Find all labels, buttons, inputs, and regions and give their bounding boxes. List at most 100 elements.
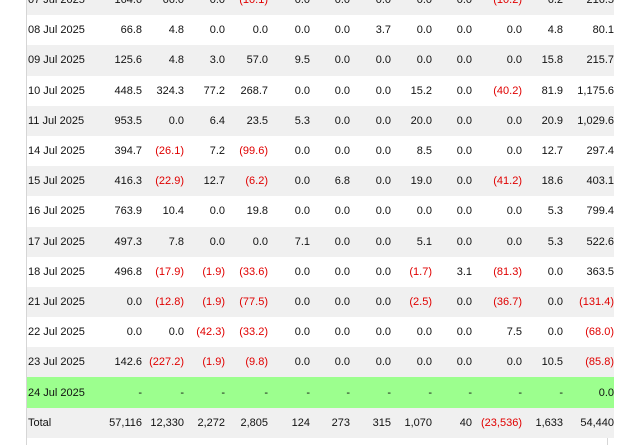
cell-value: (42.3) bbox=[184, 317, 225, 348]
cell-value: 0.0 bbox=[432, 15, 472, 46]
cell-value: 0.0 bbox=[268, 75, 310, 106]
cell-value: 0.0 bbox=[310, 347, 350, 378]
cell-value: 23.5 bbox=[225, 105, 268, 136]
cell-value: 6.4 bbox=[184, 105, 225, 136]
cell-value: 953.5 bbox=[92, 105, 142, 136]
cell-value: 5.3 bbox=[268, 105, 310, 136]
cell-value: 18.6 bbox=[522, 166, 563, 197]
cell-value: 0.0 bbox=[432, 286, 472, 318]
cell-value: 522.6 bbox=[563, 226, 614, 257]
cell-value: (227.2) bbox=[142, 347, 184, 378]
row-date: 21 Jul 2025 bbox=[27, 286, 92, 318]
cell-value: (26.1) bbox=[142, 135, 184, 167]
cell-value: 297.4 bbox=[563, 135, 614, 167]
cell-value: 0.0 bbox=[391, 196, 432, 227]
cell-value: 0.0 bbox=[268, 135, 310, 167]
cell-value: 0.0 bbox=[350, 286, 391, 318]
cell-value: 0.0 bbox=[310, 226, 350, 257]
cell-value: 0.0 bbox=[310, 75, 350, 106]
cell-value: (131.4) bbox=[563, 286, 614, 318]
table-row: 07 Jul 2025 164.6 66.0 0.0 (10.1) 0.0 0.0 0.0 0.… bbox=[27, 0, 614, 16]
cell-value: 0.0 bbox=[268, 347, 310, 378]
total-row: Total 57,116 12,330 2,272 2,805 124 273 315 1,07… bbox=[27, 407, 614, 438]
row-date: 07 Jul 2025 bbox=[27, 0, 92, 16]
cell-value: 3.1 bbox=[432, 256, 472, 287]
cell-value: 0.0 bbox=[432, 317, 472, 348]
cell-value: 416.3 bbox=[92, 166, 142, 197]
cell-value: 0.0 bbox=[472, 196, 522, 227]
cell-value: 0.0 bbox=[142, 105, 184, 136]
cell-value: - bbox=[472, 377, 522, 408]
cell-value: 0.0 bbox=[184, 15, 225, 46]
cell-value: 0.0 bbox=[350, 0, 391, 16]
cell-value: 0.0 bbox=[184, 0, 225, 16]
total-label: Total bbox=[27, 407, 92, 438]
cell-value: 0.0 bbox=[350, 196, 391, 227]
cell-value: 4.8 bbox=[142, 45, 184, 76]
cell-value: 164.6 bbox=[92, 0, 142, 16]
cell-value: - bbox=[350, 377, 391, 408]
cell-value: 0.0 bbox=[432, 45, 472, 76]
daily-flows-table: 07 Jul 2025 164.6 66.0 0.0 (10.1) 0.0 0.0 0.0 0.… bbox=[27, 0, 614, 438]
cell-value: 0.0 bbox=[92, 317, 142, 348]
table-row: 21 Jul 2025 0.0 (12.8) (1.9) (77.5) 0.0 0.0 0.0… bbox=[27, 286, 614, 318]
table-row: 22 Jul 2025 0.0 0.0 (42.3) (33.2) 0.0 0.0 0.0 0.… bbox=[27, 317, 614, 348]
cell-value: 0.0 bbox=[391, 0, 432, 16]
cell-value: (81.3) bbox=[472, 256, 522, 287]
cell-value: 5.3 bbox=[522, 226, 563, 257]
cell-value: (36.7) bbox=[472, 286, 522, 318]
cell-value: 2,805 bbox=[225, 407, 268, 438]
cell-value: 0.0 bbox=[310, 45, 350, 76]
cell-value: 0.0 bbox=[391, 45, 432, 76]
cell-value: 142.6 bbox=[92, 347, 142, 378]
cell-value: 0.0 bbox=[268, 196, 310, 227]
cell-value: (6.2) bbox=[225, 166, 268, 197]
cell-value: 57,116 bbox=[92, 407, 142, 438]
cell-value: 0.0 bbox=[310, 105, 350, 136]
cell-value: - bbox=[225, 377, 268, 408]
cell-value: 8.5 bbox=[391, 135, 432, 167]
row-date: 08 Jul 2025 bbox=[27, 15, 92, 46]
table-row: 23 Jul 2025 142.6 (227.2) (1.9) (9.8) 0.0 0.0 0… bbox=[27, 347, 614, 378]
table-row: 09 Jul 2025 125.6 4.8 3.0 57.0 9.5 0.0 0.0 0.0 0.… bbox=[27, 45, 614, 76]
cell-value: 0.0 bbox=[184, 226, 225, 257]
cell-value: 0.0 bbox=[225, 15, 268, 46]
cell-value: 0.0 bbox=[432, 166, 472, 197]
cell-value: - bbox=[184, 377, 225, 408]
cell-value: 20.9 bbox=[522, 105, 563, 136]
cell-value: 273 bbox=[310, 407, 350, 438]
table-row: 16 Jul 2025 763.9 10.4 0.0 19.8 0.0 0.0 0.0 0.0 0… bbox=[27, 196, 614, 227]
cell-value: 0.0 bbox=[522, 256, 563, 287]
cell-value: 0.0 bbox=[310, 135, 350, 167]
table-row: 18 Jul 2025 496.8 (17.9) (1.9) (33.6) 0.0 0.0 0… bbox=[27, 256, 614, 287]
cell-value: - bbox=[522, 377, 563, 408]
cell-value: (10.1) bbox=[225, 0, 268, 16]
cell-value: 6.2 bbox=[522, 0, 563, 16]
cell-value: (1.9) bbox=[184, 256, 225, 287]
cell-value: 0.0 bbox=[522, 317, 563, 348]
cell-value: 4.8 bbox=[522, 15, 563, 46]
table-body: 07 Jul 2025 164.6 66.0 0.0 (10.1) 0.0 0.0 0.0 0.… bbox=[27, 0, 614, 438]
cell-value: (17.9) bbox=[142, 256, 184, 287]
cell-value: 0.0 bbox=[350, 45, 391, 76]
cell-value: (9.8) bbox=[225, 347, 268, 378]
cell-value: 0.0 bbox=[432, 105, 472, 136]
cell-value: 0.0 bbox=[432, 75, 472, 106]
cell-value: 4.8 bbox=[142, 15, 184, 46]
cell-value: 0.0 bbox=[268, 0, 310, 16]
cell-value: 125.6 bbox=[92, 45, 142, 76]
cell-value: 81.9 bbox=[522, 75, 563, 106]
cell-value: (77.5) bbox=[225, 286, 268, 318]
cell-value: (2.5) bbox=[391, 286, 432, 318]
cell-value: 215.7 bbox=[563, 45, 614, 76]
cell-value: 0.0 bbox=[350, 105, 391, 136]
cell-value: 0.0 bbox=[310, 0, 350, 16]
cell-value: 0.0 bbox=[472, 45, 522, 76]
cell-value: 0.0 bbox=[391, 317, 432, 348]
cell-value: 0.0 bbox=[350, 75, 391, 106]
cell-value: (33.2) bbox=[225, 317, 268, 348]
cell-value: (41.2) bbox=[472, 166, 522, 197]
cell-value: (1.7) bbox=[391, 256, 432, 287]
cell-value: 54,440 bbox=[563, 407, 614, 438]
cell-value: (1.9) bbox=[184, 286, 225, 318]
